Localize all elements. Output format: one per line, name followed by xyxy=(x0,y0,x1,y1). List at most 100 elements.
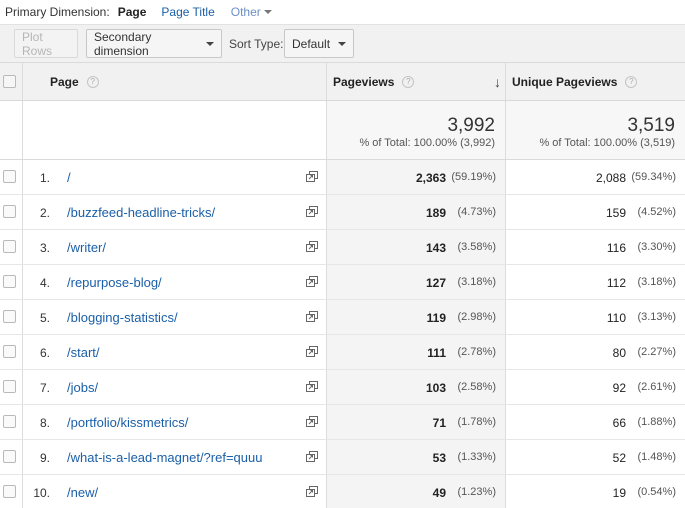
total-pageviews-percent: % of Total: 100.00% (3,992) xyxy=(359,137,495,149)
sort-descending-icon[interactable]: ↓ xyxy=(494,74,501,90)
page-link[interactable]: /repurpose-blog/ xyxy=(67,275,162,290)
dimension-other-dropdown[interactable]: Other xyxy=(231,5,272,19)
external-link-icon[interactable] xyxy=(306,206,318,217)
primary-dimension-label: Primary Dimension: xyxy=(5,5,110,19)
row-unique-cell: 19 (0.54%) xyxy=(506,475,685,508)
help-icon[interactable]: ? xyxy=(86,76,99,88)
page-link[interactable]: /blogging-statistics/ xyxy=(67,310,178,325)
external-link-icon[interactable] xyxy=(306,276,318,287)
pageviews-percent: (1.23%) xyxy=(457,486,496,498)
row-checkbox-cell xyxy=(0,265,23,299)
row-checkbox[interactable] xyxy=(3,380,16,393)
row-page-cell: 2. /buzzfeed-headline-tricks/ xyxy=(23,195,327,229)
dimension-page-title-link[interactable]: Page Title xyxy=(161,5,215,19)
row-checkbox[interactable] xyxy=(3,275,16,288)
unique-pageviews-value: 112 xyxy=(606,276,626,290)
table-body: 1. / 2,363 (59.19%) 2,088 (59.34%) 2. /buzzfeed… xyxy=(0,160,685,508)
external-link-icon[interactable] xyxy=(306,346,318,357)
row-checkbox-cell xyxy=(0,440,23,474)
external-link-icon[interactable] xyxy=(306,416,318,427)
page-link[interactable]: /buzzfeed-headline-tricks/ xyxy=(67,205,216,220)
external-link-icon[interactable] xyxy=(306,171,318,182)
pageviews-value: 2,363 xyxy=(415,171,446,185)
secondary-dimension-select[interactable]: Secondary dimension xyxy=(86,29,222,58)
chevron-down-icon xyxy=(263,10,272,14)
external-link-icon[interactable] xyxy=(306,451,318,462)
unique-pageviews-percent: (3.18%) xyxy=(637,276,676,288)
page-link[interactable]: / xyxy=(67,170,71,185)
dimension-page-active[interactable]: Page xyxy=(117,5,147,19)
unique-pageviews-percent: (1.48%) xyxy=(637,451,676,463)
unique-pageviews-value: 19 xyxy=(612,486,626,500)
row-checkbox[interactable] xyxy=(3,205,16,218)
row-number: 8. xyxy=(39,416,50,430)
row-pageviews-cell: 71 (1.78%) xyxy=(327,405,506,439)
pageviews-value: 49 xyxy=(432,486,446,500)
unique-pageviews-percent: (3.13%) xyxy=(637,311,676,323)
page-link[interactable]: /portfolio/kissmetrics/ xyxy=(67,415,189,430)
row-checkbox-cell xyxy=(0,405,23,439)
header-page-label-wrap: Page ? xyxy=(50,75,99,89)
page-link[interactable]: /start/ xyxy=(67,345,100,360)
table-row: 3. /writer/143 (3.58%) 116 (3.30%) xyxy=(0,230,685,265)
row-checkbox[interactable] xyxy=(3,170,16,183)
row-page-cell: 3. /writer/ xyxy=(23,230,327,264)
table-row: 6. /start/111 (2.78%) 80 (2.27%) xyxy=(0,335,685,370)
help-icon[interactable]: ? xyxy=(625,76,638,88)
row-checkbox[interactable] xyxy=(3,450,16,463)
unique-pageviews-value: 80 xyxy=(612,346,626,360)
page-link[interactable]: /what-is-a-lead-magnet/?ref=quuu xyxy=(67,450,263,465)
row-number: 9. xyxy=(39,451,50,465)
row-pageviews-cell: 111 (2.78%) xyxy=(327,335,506,369)
total-pageviews: 3,992 xyxy=(447,115,495,136)
row-number: 3. xyxy=(39,241,50,255)
pageviews-percent: (4.73%) xyxy=(457,206,496,218)
header-page[interactable]: Page ? xyxy=(23,63,327,100)
external-link-icon[interactable] xyxy=(306,311,318,322)
help-icon[interactable]: ? xyxy=(402,76,415,88)
external-link-icon[interactable] xyxy=(306,381,318,392)
external-link-icon[interactable] xyxy=(306,486,318,497)
row-checkbox-cell xyxy=(0,300,23,334)
totals-blank-cell xyxy=(0,101,23,159)
row-number: 6. xyxy=(39,346,50,360)
table-toolbar: Plot Rows Secondary dimension Sort Type:… xyxy=(0,24,685,63)
chevron-down-icon xyxy=(338,41,346,46)
header-pageviews[interactable]: Pageviews ? ↓ xyxy=(327,63,506,100)
row-number: 5. xyxy=(39,311,50,325)
select-all-checkbox[interactable] xyxy=(3,75,16,88)
row-pageviews-cell: 143 (3.58%) xyxy=(327,230,506,264)
data-table: Page ? Pageviews ? ↓ Unique Pageviews ? … xyxy=(0,63,685,508)
sort-type-select[interactable]: Default xyxy=(284,29,354,58)
sort-type-label: Sort Type: xyxy=(229,37,284,51)
row-unique-cell: 66 (1.88%) xyxy=(506,405,685,439)
total-unique-pageviews: 3,519 xyxy=(627,115,675,136)
pageviews-percent: (3.18%) xyxy=(457,276,496,288)
page-link[interactable]: /jobs/ xyxy=(67,380,99,395)
primary-dimension-bar: Primary Dimension: Page Page Title Other xyxy=(0,0,685,24)
row-number: 10. xyxy=(33,486,50,500)
row-checkbox[interactable] xyxy=(3,240,16,253)
plot-rows-button[interactable]: Plot Rows xyxy=(14,29,78,58)
unique-pageviews-percent: (3.30%) xyxy=(637,241,676,253)
header-unique-pageviews[interactable]: Unique Pageviews ? xyxy=(506,63,685,100)
external-link-icon[interactable] xyxy=(306,241,318,252)
row-checkbox[interactable] xyxy=(3,485,16,498)
pageviews-percent: (3.58%) xyxy=(457,241,496,253)
page-link[interactable]: /writer/ xyxy=(67,240,106,255)
row-unique-cell: 112 (3.18%) xyxy=(506,265,685,299)
pageviews-percent: (1.78%) xyxy=(457,416,496,428)
table-row: 4. /repurpose-blog/127 (3.18%) 112 (3.18%) xyxy=(0,265,685,300)
unique-pageviews-value: 66 xyxy=(612,416,626,430)
row-checkbox[interactable] xyxy=(3,415,16,428)
row-checkbox[interactable] xyxy=(3,345,16,358)
row-page-cell: 7. /jobs/ xyxy=(23,370,327,404)
row-unique-cell: 110 (3.13%) xyxy=(506,300,685,334)
row-checkbox-cell xyxy=(0,195,23,229)
table-row: 7. /jobs/103 (2.58%) 92 (2.61%) xyxy=(0,370,685,405)
page-link[interactable]: /new/ xyxy=(67,485,99,500)
unique-pageviews-percent: (2.61%) xyxy=(637,381,676,393)
row-checkbox[interactable] xyxy=(3,310,16,323)
pageviews-value: 103 xyxy=(425,381,446,395)
pageviews-percent: (1.33%) xyxy=(457,451,496,463)
